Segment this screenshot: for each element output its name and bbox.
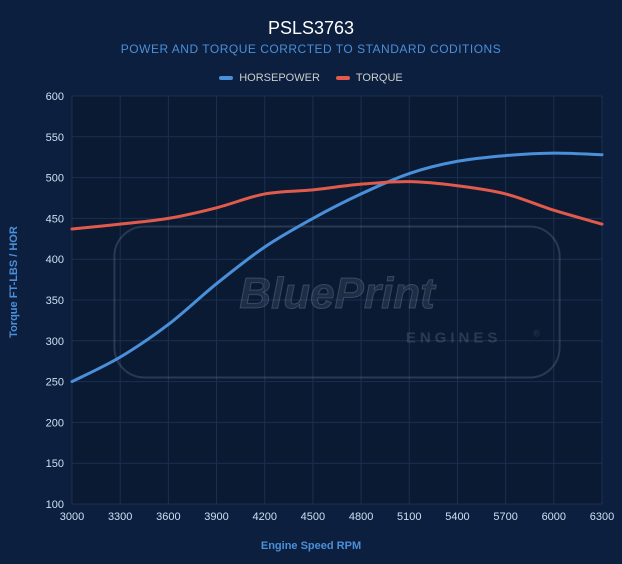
- y-tick-label: 350: [46, 295, 64, 307]
- x-tick-label: 5700: [493, 511, 517, 523]
- svg-text:ENGINES: ENGINES: [406, 329, 502, 346]
- x-tick-label: 3300: [108, 511, 132, 523]
- x-tick-label: 3000: [60, 511, 84, 523]
- x-tick-label: 4500: [301, 511, 325, 523]
- x-tick-label: 5100: [397, 511, 421, 523]
- dyno-chart: PSLS3763 POWER AND TORQUE CORRCTED TO ST…: [0, 0, 622, 564]
- y-tick-label: 200: [46, 417, 64, 429]
- y-tick-label: 600: [46, 91, 64, 103]
- x-tick-label: 4200: [252, 511, 276, 523]
- y-tick-label: 250: [46, 377, 64, 389]
- x-tick-label: 3900: [204, 511, 228, 523]
- x-tick-label: 4800: [349, 511, 373, 523]
- x-tick-label: 5400: [445, 511, 469, 523]
- y-tick-label: 500: [46, 173, 64, 185]
- y-tick-label: 300: [46, 336, 64, 348]
- x-tick-label: 6300: [590, 511, 614, 523]
- y-tick-label: 550: [46, 132, 64, 144]
- svg-text:BluePrint: BluePrint: [239, 269, 437, 318]
- y-tick-label: 100: [46, 499, 64, 511]
- plot-area: BluePrint ENGINES ® 3000 3300 3600 3900 4200 450…: [0, 0, 622, 564]
- y-tick-label: 150: [46, 458, 64, 470]
- y-tick-label: 400: [46, 254, 64, 266]
- x-tick-label: 6000: [542, 511, 566, 523]
- svg-text:®: ®: [533, 329, 540, 339]
- x-tick-label: 3600: [156, 511, 180, 523]
- y-tick-label: 450: [46, 213, 64, 225]
